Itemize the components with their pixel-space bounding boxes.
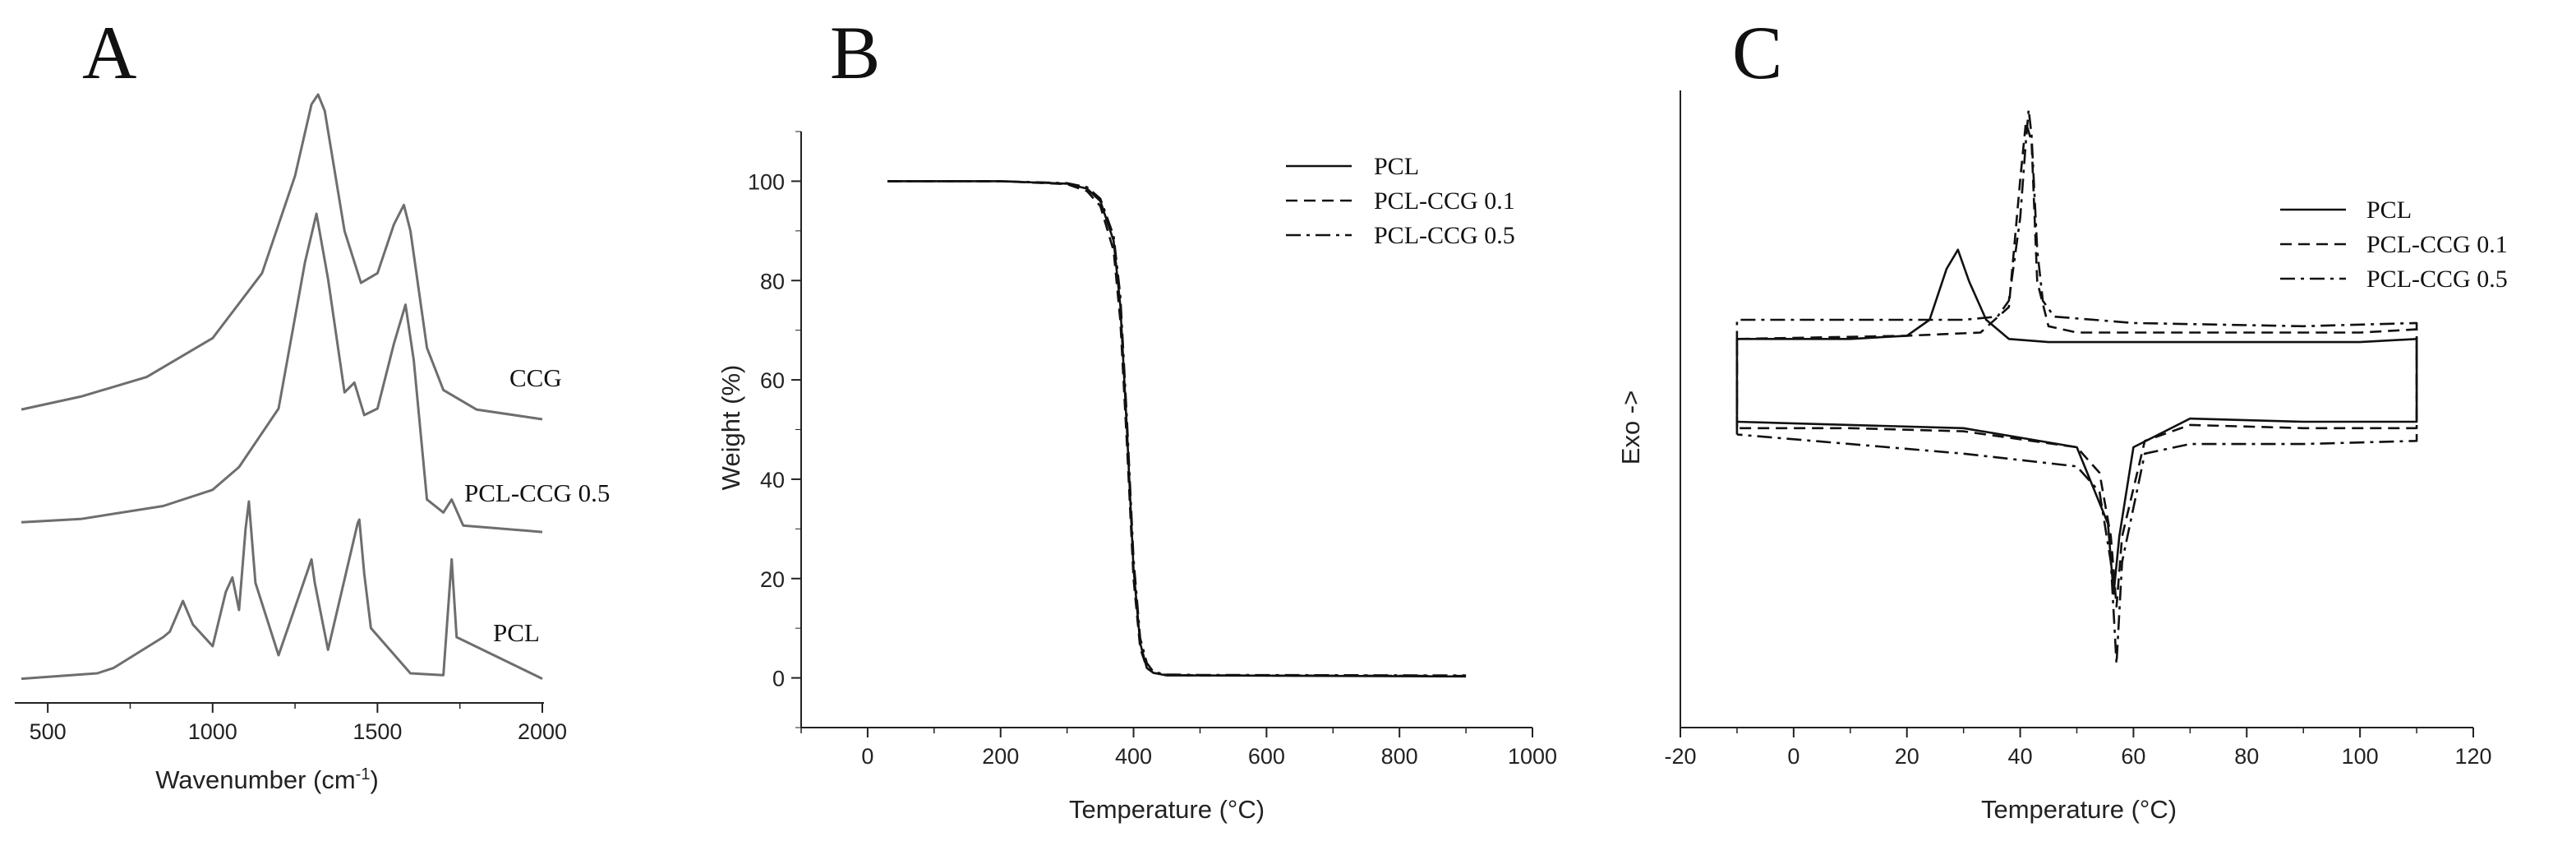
x-tick-label: 2000	[518, 719, 567, 744]
legend-label-2: PCL-CCG 0.5	[2366, 266, 2508, 293]
y-tick-label: 60	[760, 368, 785, 393]
y-tick-label: 80	[760, 269, 785, 293]
x-axis-label-close: )	[370, 765, 378, 794]
x-tick-label: 100	[2342, 744, 2379, 769]
x-tick-label: 1000	[188, 719, 237, 744]
legend-label-2: PCL-CCG 0.5	[1374, 222, 1515, 249]
spectrum-line-2	[21, 500, 543, 681]
trace-label-0: CCG	[509, 363, 562, 392]
y-tick-label: 100	[748, 169, 785, 194]
trace-label-2: PCL	[493, 618, 540, 647]
panel-letter-b: B	[830, 11, 880, 95]
panel-letter-a: A	[82, 11, 136, 95]
x-axis-label-unit: °C)	[1228, 795, 1265, 824]
x-tick-label: 200	[982, 744, 1019, 769]
y-tick-label: 20	[760, 567, 785, 592]
x-tick-label: 20	[1895, 744, 1919, 769]
y-axis-label: Weight (%)	[717, 365, 745, 491]
spectrum-line-0	[21, 93, 543, 421]
x-tick-label: 40	[2008, 744, 2033, 769]
x-axis-label-text: Wavenumber (cm	[155, 765, 355, 794]
panel-letter-c: C	[1732, 11, 1782, 95]
y-axis-label: Exo ->	[1616, 391, 1645, 464]
panel-c: C -20 0 20 40 60 80 100 120 Temperature (°C) Exo -…	[1616, 11, 2508, 824]
x-tick-label: 80	[2234, 744, 2259, 769]
x-tick-label: 800	[1381, 744, 1418, 769]
y-tick-label: 0	[772, 667, 785, 691]
dsc-line-0	[1735, 248, 2418, 595]
tga-line-2	[887, 180, 1467, 677]
x-tick-label: 1500	[353, 719, 402, 744]
x-tick-label: 0	[861, 744, 873, 769]
x-tick-label: 60	[2121, 744, 2145, 769]
x-axis-label-unit: °C)	[2140, 795, 2177, 824]
x-tick-label: 600	[1248, 744, 1285, 769]
trace-label-1: PCL-CCG 0.5	[464, 478, 610, 507]
panel-b: B 0 200 400 600 800 1000 0 20 40 60 80 100 Temperatur…	[717, 11, 1557, 824]
tga-line-0	[887, 180, 1467, 678]
x-tick-label: 500	[30, 719, 67, 744]
x-tick-label: 120	[2454, 744, 2491, 769]
x-tick-label: 400	[1115, 744, 1152, 769]
tga-line-1	[887, 180, 1467, 677]
spectrum-line-1	[21, 212, 543, 534]
x-tick-label: 1000	[1508, 744, 1557, 769]
x-axis-label: Temperature (°C)	[1069, 795, 1265, 824]
x-axis-label-text: Temperature (	[1069, 795, 1228, 824]
x-axis-label-sup: -1	[356, 765, 371, 783]
legend-label-0: PCL	[1374, 153, 1419, 180]
x-axis-label: Wavenumber (cm-1)	[155, 765, 379, 794]
x-axis-label: Temperature (°C)	[1981, 795, 2177, 824]
x-axis-label-text: Temperature (	[1981, 795, 2141, 824]
legend-label-1: PCL-CCG 0.1	[2366, 231, 2508, 258]
x-tick-label: 0	[1787, 744, 1800, 769]
x-tick-label: -20	[1664, 744, 1696, 769]
dsc-line-2	[1735, 109, 2418, 665]
y-tick-label: 40	[760, 468, 785, 492]
dsc-line-1	[1735, 121, 2418, 608]
legend-label-0: PCL	[2366, 196, 2412, 224]
legend-label-1: PCL-CCG 0.1	[1374, 187, 1515, 215]
